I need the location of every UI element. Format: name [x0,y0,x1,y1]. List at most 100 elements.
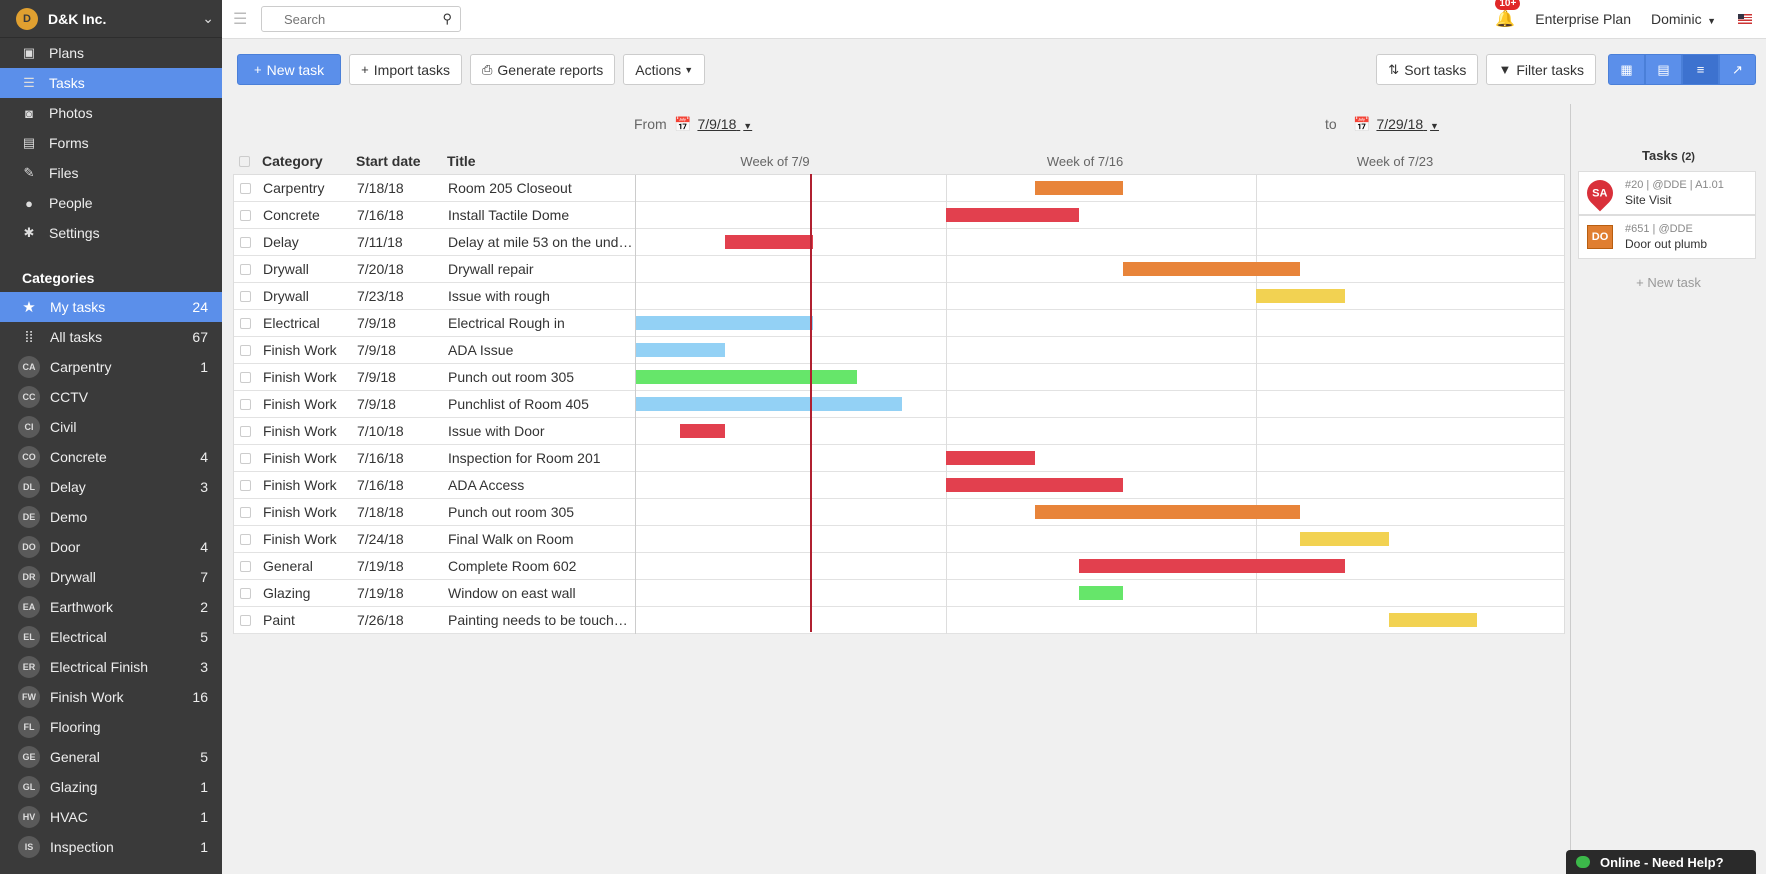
task-bar[interactable] [1123,262,1301,276]
row-checkbox[interactable] [240,290,251,302]
search-icon[interactable]: ⚲ [442,11,452,26]
help-chat-widget[interactable]: Online - Need Help? [1566,850,1756,874]
category-item-my-tasks[interactable]: ★ My tasks 24 [0,292,222,322]
category-item-flooring[interactable]: FL Flooring [0,712,222,742]
nav-item-photos[interactable]: ◙ Photos [0,98,222,128]
category-item-glazing[interactable]: GL Glazing 1 [0,772,222,802]
row-checkbox[interactable] [240,398,251,410]
task-title[interactable]: Punch out room 305 [448,369,575,385]
table-row[interactable]: Delay 7/11/18 Delay at mile 53 on the unde… [234,229,1564,256]
notifications-bell-icon[interactable]: 🔔 10+ [1495,0,1521,29]
calendar-view-icon[interactable]: ▤ [1645,54,1682,85]
task-title[interactable]: Complete Room 602 [448,558,577,574]
task-title[interactable]: Final Walk on Room [448,531,574,547]
category-item-cctv[interactable]: CC CCTV [0,382,222,412]
grid-view-icon[interactable]: ▦ [1608,54,1645,85]
row-checkbox[interactable] [240,317,251,329]
category-item-delay[interactable]: DL Delay 3 [0,472,222,502]
category-item-demo[interactable]: DE Demo [0,502,222,532]
task-title[interactable]: Issue with Door [448,423,545,439]
task-bar[interactable] [680,424,725,438]
category-item-hvac[interactable]: HV HVAC 1 [0,802,222,832]
nav-item-forms[interactable]: ▤ Forms [0,128,222,158]
task-bar[interactable] [724,235,814,249]
task-title[interactable]: Electrical Rough in [448,315,565,331]
task-bar[interactable] [946,478,1124,492]
table-row[interactable]: Finish Work 7/24/18 Final Walk on Room [234,526,1564,553]
category-item-inspection[interactable]: IS Inspection 1 [0,832,222,862]
task-title[interactable]: Room 205 Closeout [448,180,572,196]
category-column-header[interactable]: Category [262,153,323,169]
row-checkbox[interactable] [240,506,251,518]
task-bar[interactable] [1078,586,1124,600]
row-checkbox[interactable] [240,371,251,383]
category-item-electrical[interactable]: EL Electrical 5 [0,622,222,652]
task-title[interactable]: Punchlist of Room 405 [448,396,589,412]
table-row[interactable]: Finish Work 7/9/18 Punchlist of Room 405 [234,391,1564,418]
task-bar[interactable] [946,208,1079,222]
row-checkbox[interactable] [240,182,251,194]
table-row[interactable]: Concrete 7/16/18 Install Tactile Dome [234,202,1564,229]
title-column-header[interactable]: Title [447,153,476,169]
task-title[interactable]: ADA Issue [448,342,514,358]
category-item-drywall[interactable]: DR Drywall 7 [0,562,222,592]
task-title[interactable]: Drywall repair [448,261,534,277]
table-row[interactable]: Drywall 7/23/18 Issue with rough [234,283,1564,310]
nav-item-people[interactable]: ● People [0,188,222,218]
task-bar[interactable] [946,451,1035,465]
category-item-earthwork[interactable]: EA Earthwork 2 [0,592,222,622]
category-item-concrete[interactable]: CO Concrete 4 [0,442,222,472]
nav-item-files[interactable]: ✎ Files [0,158,222,188]
category-item-electrical-finish[interactable]: ER Electrical Finish 3 [0,652,222,682]
to-date-picker[interactable]: 📅 7/29/18 ▼ [1353,116,1439,133]
table-row[interactable]: General 7/19/18 Complete Room 602 [234,553,1564,580]
row-checkbox[interactable] [240,614,251,626]
table-row[interactable]: Finish Work 7/9/18 ADA Issue [234,337,1564,364]
category-item-finish-work[interactable]: FW Finish Work 16 [0,682,222,712]
hamburger-menu-icon[interactable]: ☰ [233,11,248,28]
task-bar[interactable] [1034,505,1301,519]
task-bar[interactable] [1300,532,1389,546]
new-task-button[interactable]: + New task [237,54,342,85]
sort-tasks-button[interactable]: ⇅ Sort tasks [1376,54,1479,85]
table-row[interactable]: Paint 7/26/18 Painting needs to be touched… [234,607,1564,634]
start-date-column-header[interactable]: Start date [356,153,421,169]
table-row[interactable]: Electrical 7/9/18 Electrical Rough in [234,310,1564,337]
actions-dropdown[interactable]: Actions ▼ [623,54,706,85]
task-title[interactable]: Painting needs to be touched up [448,612,639,628]
task-bar[interactable] [1256,289,1345,303]
task-title[interactable]: Punch out room 305 [448,504,575,520]
row-checkbox[interactable] [240,425,251,437]
task-title[interactable]: Inspection for Room 201 [448,450,601,466]
select-all-checkbox[interactable] [239,155,250,167]
gantt-view-icon[interactable]: ≡ [1682,54,1719,85]
us-flag-icon[interactable] [1738,14,1752,24]
row-checkbox[interactable] [240,209,251,221]
search-input[interactable] [284,11,443,27]
row-checkbox[interactable] [240,560,251,572]
task-bar[interactable] [1034,181,1124,195]
row-checkbox[interactable] [240,479,251,491]
category-item-civil[interactable]: CI Civil [0,412,222,442]
category-item-door[interactable]: DO Door 4 [0,532,222,562]
row-checkbox[interactable] [240,533,251,545]
side-task-card[interactable]: DO #651 | @DDE Door out plumb [1578,215,1756,259]
row-checkbox[interactable] [240,452,251,464]
chevron-down-icon[interactable]: ⌄ [202,10,214,26]
task-bar[interactable] [636,316,814,330]
from-date-picker[interactable]: 📅 7/9/18 ▼ [674,116,752,133]
category-item-general[interactable]: GE General 5 [0,742,222,772]
task-bar[interactable] [1078,559,1345,573]
row-checkbox[interactable] [240,236,251,248]
table-row[interactable]: Finish Work 7/18/18 Punch out room 305 [234,499,1564,526]
task-title[interactable]: Window on east wall [448,585,576,601]
task-bar[interactable] [636,397,902,411]
user-menu[interactable]: Dominic ▼ [1651,11,1716,27]
table-row[interactable]: Carpentry 7/18/18 Room 205 Closeout [234,175,1564,202]
import-tasks-button[interactable]: + Import tasks [349,54,463,85]
nav-item-plans[interactable]: ▣ Plans [0,38,222,68]
filter-tasks-button[interactable]: ▼ Filter tasks [1486,54,1596,85]
table-row[interactable]: Finish Work 7/9/18 Punch out room 305 [234,364,1564,391]
row-checkbox[interactable] [240,263,251,275]
nav-item-settings[interactable]: ✱ Settings [0,218,222,248]
